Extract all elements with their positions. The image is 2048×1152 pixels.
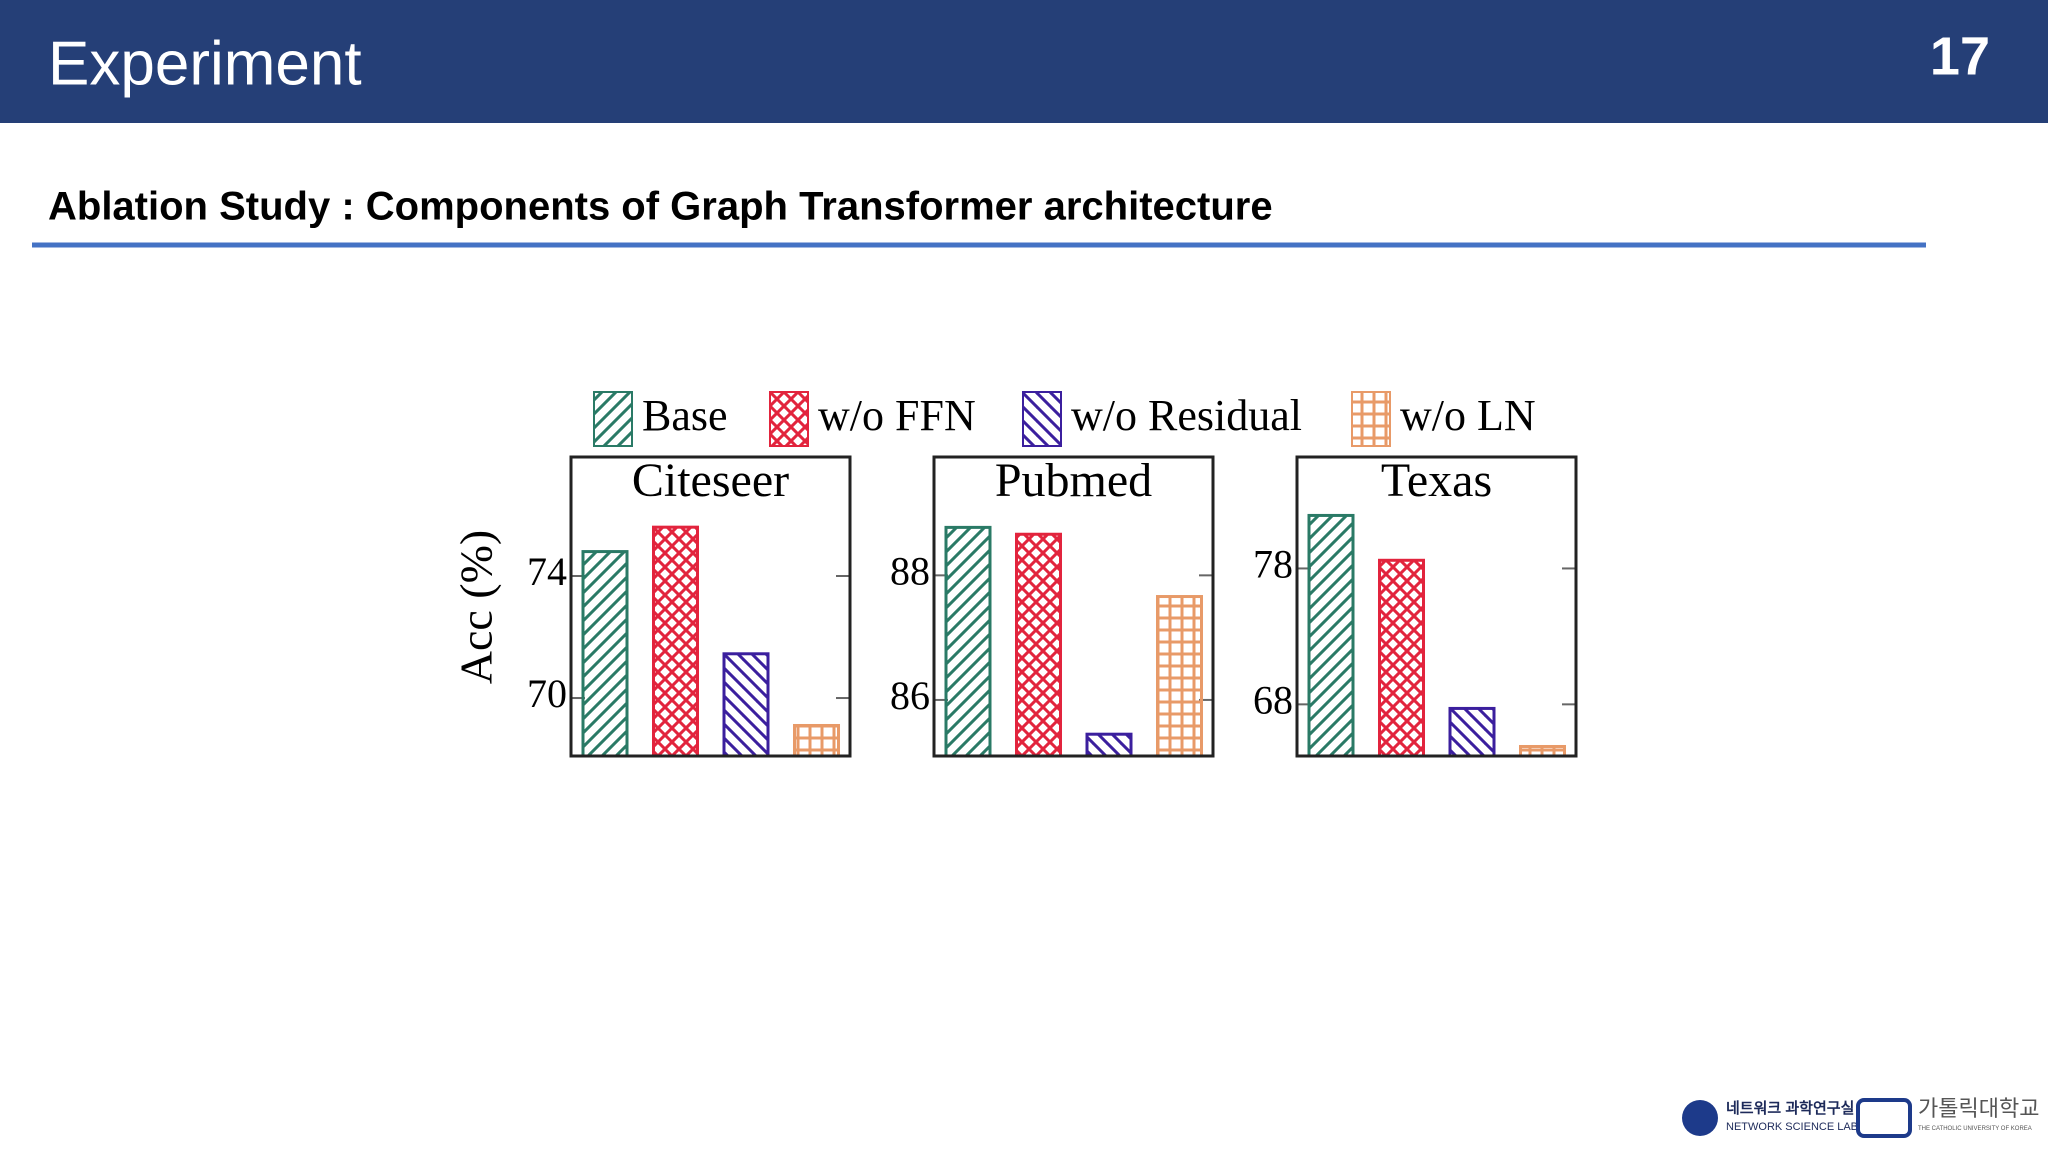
bar (722, 652, 770, 758)
logo-icon (1682, 1100, 1718, 1136)
header-bar (0, 0, 2048, 123)
logo-text: 가톨릭대학교 (1918, 1096, 2039, 1121)
logo-icon (1856, 1098, 1912, 1138)
bar (1448, 706, 1496, 758)
bar (581, 550, 629, 758)
bar (944, 525, 992, 758)
bar (652, 525, 699, 758)
bar (1378, 558, 1425, 758)
y-tick-label: 70 (527, 671, 567, 716)
legend-label: w/o LN (1400, 391, 1536, 440)
bar (1307, 513, 1355, 758)
panel-frame (569, 455, 852, 758)
legend-swatch (1022, 391, 1062, 447)
y-tick-label: 88 (890, 549, 930, 594)
bar (1015, 532, 1062, 758)
slide-title: Experiment (48, 29, 362, 98)
bar (793, 723, 840, 758)
legend-label: w/o Residual (1071, 391, 1302, 440)
panel-frame (932, 455, 1215, 758)
logo-text: NETWORK SCIENCE LAB (1726, 1121, 1858, 1133)
y-tick-label: 86 (890, 673, 930, 718)
legend-swatch (593, 391, 633, 447)
logo-text: 네트워크 과학연구실 (1726, 1100, 1854, 1117)
panel-title: Pubmed (995, 454, 1152, 507)
bar (1156, 595, 1203, 758)
panel-title: Texas (1381, 454, 1492, 507)
subtitle: Ablation Study : Components of Graph Tra… (48, 185, 1273, 229)
y-tick-label: 74 (527, 549, 567, 594)
page-number: 17 (1930, 26, 1990, 86)
legend-swatch (1351, 391, 1391, 447)
legend-swatch (769, 391, 809, 447)
legend-label: Base (642, 391, 728, 440)
panel-frame (1295, 455, 1578, 758)
legend-label: w/o FFN (818, 391, 976, 440)
logo-text: THE CATHOLIC UNIVERSITY OF KOREA (1918, 1126, 2032, 1132)
y-tick-label: 68 (1253, 678, 1293, 723)
panel-title: Citeseer (632, 454, 789, 507)
y-axis-label: Acc (%) (451, 530, 502, 685)
y-tick-label: 78 (1253, 542, 1293, 587)
bar (1085, 732, 1133, 758)
